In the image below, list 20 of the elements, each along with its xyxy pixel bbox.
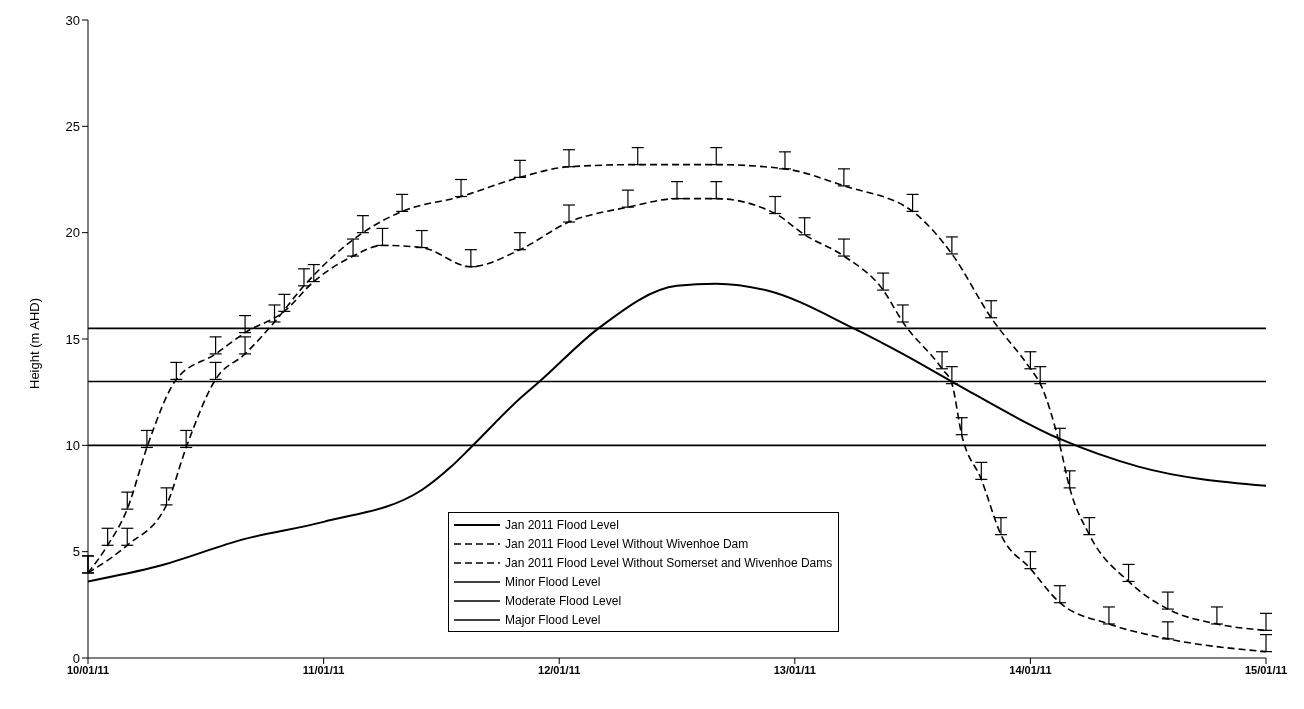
legend-label: Moderate Flood Level bbox=[505, 593, 622, 608]
legend-label: Jan 2011 Flood Level Without Wivenhoe Dam bbox=[505, 536, 749, 551]
x-tick-label: 10/01/11 bbox=[66, 663, 110, 676]
x-tick-label: 11/01/11 bbox=[302, 663, 345, 676]
legend-label: Major Flood Level bbox=[505, 612, 601, 627]
y-tick-label: 30 bbox=[65, 12, 80, 28]
y-tick-label: 10 bbox=[65, 437, 80, 453]
y-tick-label: 15 bbox=[65, 331, 80, 347]
y-tick-label: 5 bbox=[72, 544, 80, 560]
x-tick-label: 15/01/11 bbox=[1244, 663, 1288, 676]
y-tick-label: 0 bbox=[72, 650, 80, 666]
legend-label: Jan 2011 Flood Level Without Somerset and Wivenhoe Dams bbox=[505, 555, 833, 570]
legend-label: Minor Flood Level bbox=[505, 574, 601, 589]
x-tick-label: 13/01/11 bbox=[773, 663, 816, 676]
y-tick-label: 20 bbox=[65, 225, 80, 241]
y-axis-title: Height (m AHD) bbox=[26, 297, 42, 389]
y-tick-label: 25 bbox=[65, 118, 80, 134]
x-tick-label: 12/01/11 bbox=[538, 663, 581, 676]
x-tick-label: 14/01/11 bbox=[1009, 663, 1052, 676]
legend-label: Jan 2011 Flood Level bbox=[505, 517, 619, 532]
